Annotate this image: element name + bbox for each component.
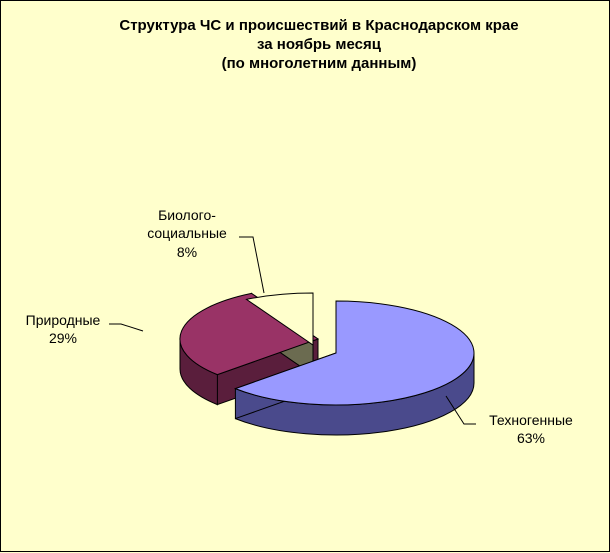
leader-line-biologo-sotsialnye bbox=[239, 236, 265, 294]
leader-line-prirodnye bbox=[109, 323, 144, 332]
label-biologo-sotsialnye-line-2: социальные bbox=[147, 225, 227, 241]
chart-title: Структура ЧС и происшествий в Краснодарс… bbox=[119, 17, 518, 72]
slice-prirodnye bbox=[179, 292, 320, 376]
label-tekhnogennye-name: Техногенные bbox=[489, 412, 573, 428]
leader-line-tekhnogennye bbox=[445, 395, 476, 425]
label-prirodnye-percent: 29% bbox=[49, 330, 77, 346]
label-tekhnogennye-percent: 63% bbox=[517, 430, 545, 446]
slice-tekhnogennye bbox=[233, 300, 475, 406]
label-biologo-sotsialnye-line-1: Биолого- bbox=[158, 207, 216, 223]
label-prirodnye-name: Природные bbox=[26, 312, 101, 328]
chart-title-line-2: за ноябрь месяц bbox=[257, 36, 382, 53]
label-biologo-sotsialnye-percent: 8% bbox=[177, 244, 197, 260]
chart-title-line-1: Структура ЧС и происшествий в Краснодарс… bbox=[119, 17, 518, 34]
label-biologo-sotsialnye: Биолого- социальные 8% bbox=[147, 207, 227, 260]
chart-title-line-3: (по многолетним данным) bbox=[222, 55, 417, 72]
label-prirodnye: Природные 29% bbox=[26, 312, 101, 346]
label-tekhnogennye: Техногенные 63% bbox=[489, 412, 573, 446]
slice-biologo-sotsialnye bbox=[245, 292, 314, 346]
